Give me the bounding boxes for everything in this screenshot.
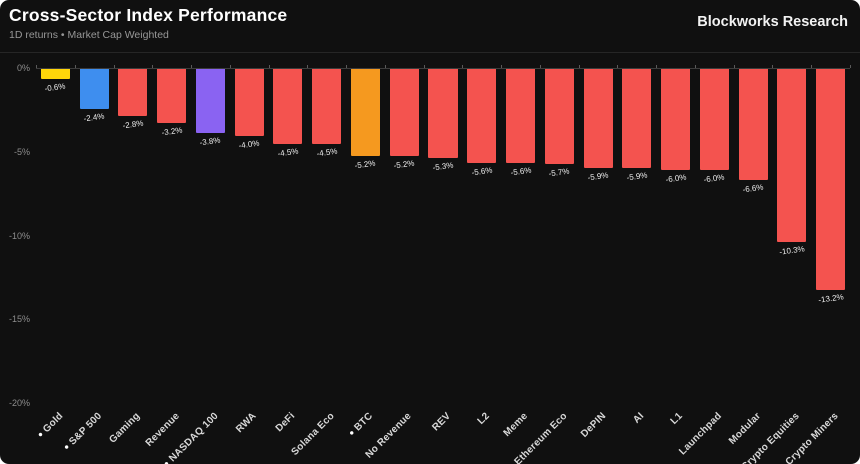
axis-tick-mark: [423, 65, 425, 68]
bar-value-label: -5.9%: [625, 170, 648, 183]
axis-tick-mark: [772, 65, 774, 68]
axis-tick-mark: [152, 65, 154, 68]
benchmark-dot-icon: ●: [61, 441, 72, 452]
benchmark-dot-icon: ●: [346, 427, 357, 438]
bar-value-label: -6.0%: [703, 172, 726, 184]
bar-solana-eco: [312, 69, 342, 145]
bar-l1: [661, 69, 691, 170]
bar-value-label: -5.2%: [393, 158, 416, 171]
bar-modular: [738, 69, 768, 180]
x-axis-label: Revenue: [143, 410, 182, 449]
bar-value-label: -3.8%: [199, 135, 222, 148]
bar-no-revenue: [389, 69, 419, 157]
bar-value-label: -5.2%: [354, 158, 377, 171]
y-tick-label: -20%: [8, 398, 30, 408]
bar-value-label: -5.9%: [587, 170, 610, 183]
y-tick-label: -10%: [8, 230, 30, 241]
bar-ethereum-eco: [544, 69, 574, 165]
bar-value-label: -4.5%: [276, 146, 299, 159]
axis-tick-mark: [850, 65, 851, 68]
x-axis-label: DePIN: [578, 410, 608, 440]
x-axis-label: Meme: [502, 410, 531, 440]
y-tick-label: 0%: [16, 63, 30, 73]
axis-tick-mark: [578, 65, 580, 68]
bar-value-label: -6.0%: [664, 172, 687, 184]
zero-axis-line: [36, 68, 850, 69]
bar-value-label: -10.3%: [778, 243, 806, 257]
axis-tick-mark: [307, 65, 309, 68]
brand-logo-text: Blockworks Research: [697, 14, 848, 30]
bar-rev: [428, 69, 458, 158]
bar-depin: [583, 69, 613, 168]
x-axis-label: L2: [475, 410, 492, 427]
benchmark-dot-icon: ●: [161, 458, 171, 464]
bar-ai: [622, 69, 652, 168]
axis-tick-mark: [113, 65, 115, 68]
bar-nasdaq-100: [195, 69, 225, 133]
x-axis-label: L1: [669, 410, 686, 427]
bar-value-label: -2.4%: [83, 111, 106, 124]
axis-tick-mark: [346, 65, 348, 68]
bar-crypto-miners: [816, 69, 846, 291]
y-tick-label: -15%: [8, 314, 30, 325]
bar-gold: [40, 69, 70, 80]
axis-tick-mark: [539, 65, 541, 68]
bar-value-label: -3.2%: [160, 125, 183, 138]
x-axis-label: Modular: [726, 410, 763, 447]
axis-tick-mark: [694, 65, 696, 68]
bar-crypto-equities: [777, 69, 807, 242]
bar-btc: [350, 69, 380, 157]
axis-tick-mark: [229, 65, 231, 68]
x-axis-label: Gaming: [107, 410, 143, 446]
axis-tick-mark: [191, 65, 193, 68]
bar-value-label: -0.6%: [44, 81, 67, 94]
x-axis-label: RWA: [234, 410, 260, 436]
bar-value-label: -6.6%: [742, 182, 765, 194]
x-axis-label: ●BTC: [346, 410, 376, 438]
axis-tick-mark: [384, 65, 386, 68]
bar-s-p-500: [79, 69, 109, 110]
bar-defi: [273, 69, 303, 145]
bar-launchpad: [699, 69, 729, 170]
chart-subtitle: 1D returns • Market Cap Weighted: [9, 29, 169, 41]
x-axis-label: REV: [430, 410, 453, 434]
axis-tick-mark: [733, 65, 735, 68]
bar-l2: [467, 69, 497, 163]
bar-value-label: -5.7%: [548, 167, 571, 179]
bar-value-label: -5.6%: [470, 165, 493, 178]
x-axis-label: ●S&P 500: [61, 410, 105, 452]
bar-rwa: [234, 69, 264, 136]
bar-value-label: -4.5%: [315, 146, 338, 159]
benchmark-dot-icon: ●: [35, 429, 46, 440]
bar-meme: [505, 69, 536, 163]
x-axis-label: ●Gold: [35, 410, 66, 440]
axis-tick-mark: [617, 65, 619, 68]
bar-revenue: [157, 69, 187, 123]
axis-tick-mark: [74, 65, 76, 68]
axis-tick-mark: [501, 65, 503, 68]
axis-tick-mark: [462, 65, 464, 68]
bar-chart: 0% -5% -10% -15% -20% -0.6% ●Gold -2.4% ●S&P 50…: [0, 53, 860, 464]
bar-value-label: -2.8%: [121, 118, 144, 131]
bar-value-label: -5.3%: [432, 160, 454, 173]
bar-value-label: -5.6%: [509, 165, 532, 178]
chart-header: Cross-Sector Index Performance 1D return…: [0, 0, 860, 53]
axis-tick-mark: [268, 65, 270, 68]
axis-tick-mark: [656, 65, 658, 68]
axis-tick-mark: [36, 65, 37, 68]
y-tick-label: -5%: [13, 146, 30, 157]
page-title: Cross-Sector Index Performance: [9, 5, 288, 25]
axis-tick-mark: [811, 65, 813, 68]
bar-value-label: -13.2%: [817, 292, 844, 305]
x-axis-label: DeFi: [274, 410, 298, 435]
bar-gaming: [118, 69, 148, 116]
bar-value-label: -4.0%: [238, 138, 261, 151]
x-axis-label: AI: [631, 410, 647, 426]
